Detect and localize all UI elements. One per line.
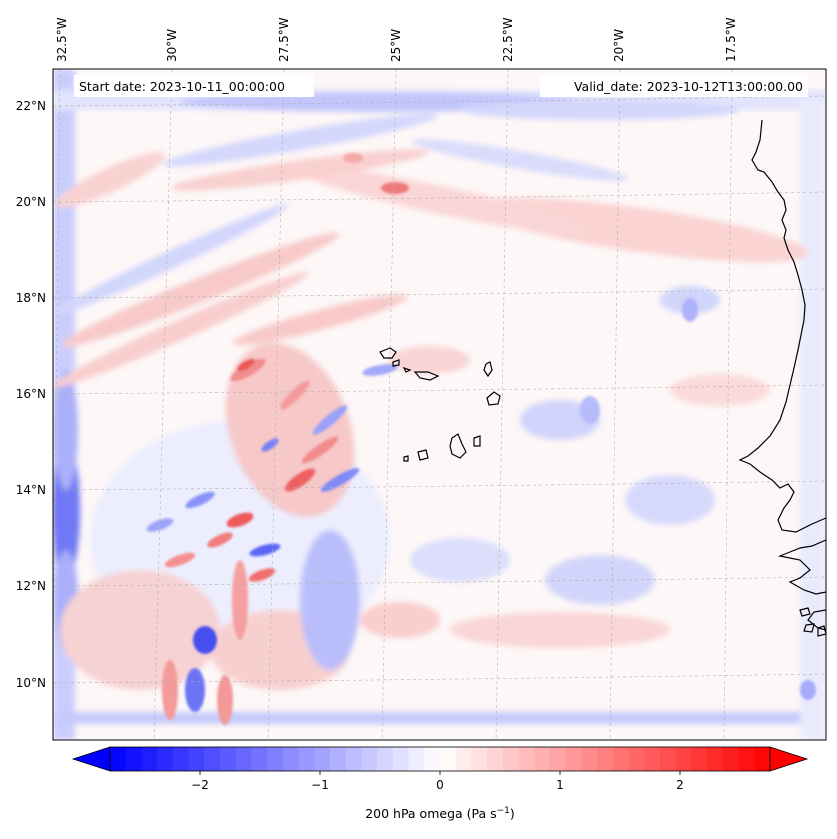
lon-label-27-5w: 27.5°W (277, 17, 291, 62)
colorbar-label: 200 hPa omega (Pa s−1) (365, 806, 515, 822)
colorbar-cell (110, 747, 127, 771)
plot-frame (52, 68, 827, 741)
colorbar-cell (172, 747, 190, 771)
gridlines (53, 69, 826, 740)
lon-label-22-5w: 22.5°W (501, 17, 515, 62)
island-sao-nicolau (413, 371, 440, 381)
colorbar-cell (455, 747, 473, 771)
coastlines (379, 119, 827, 637)
colorbar-cell (361, 747, 378, 771)
african-coastline (738, 119, 827, 533)
colorbar-cell (675, 747, 693, 771)
colorbar-tick-label: −1 (311, 778, 329, 792)
lat-label-14n: 14°N (16, 483, 46, 497)
colorbar-cell (188, 747, 205, 771)
lon-label-17-5w: 17.5°W (724, 17, 738, 62)
colorbar-tick-label: −2 (191, 778, 209, 792)
colorbar-cell (330, 747, 347, 771)
colorbar-cell (502, 747, 520, 771)
colorbar-tick-label: 0 (436, 778, 444, 792)
colorbar-cell (141, 747, 158, 771)
longitude-labels: 32.5°W 30°W 27.5°W 25°W 22.5°W 20°W 17.5… (55, 17, 738, 62)
colorbar-cell (707, 747, 724, 771)
map-panel: Start date: 2023-10-11_00:00:00 Valid_da… (16, 17, 827, 741)
colorbar-cell (534, 747, 551, 771)
omega-field-broad (53, 69, 826, 740)
senegal-coast (777, 539, 827, 595)
colorbar-cell (597, 747, 614, 771)
colorbar-extend-high (769, 746, 809, 772)
latitude-labels: 22°N 20°N 18°N 16°N 14°N 12°N 10°N (16, 99, 46, 690)
island-brava (403, 455, 409, 462)
valid-date-label: Valid_date: 2023-10-12T13:00:00.00 (574, 79, 803, 94)
colorbar-cell (157, 747, 174, 771)
omega-field-fine (146, 153, 816, 725)
colorbar-ticks: −2 −1 0 1 2 (191, 771, 684, 792)
colorbar-cell (660, 747, 677, 771)
island-fogo (417, 449, 429, 461)
island-boa-vista (486, 391, 501, 406)
colorbar-cell (267, 747, 284, 771)
start-date-box (74, 75, 314, 97)
colorbar-cell (471, 747, 488, 771)
lat-label-22n: 22°N (16, 99, 46, 113)
colorbar: −2 −1 0 1 2 (71, 746, 809, 792)
colorbar-cell (628, 747, 645, 771)
lon-label-20w: 20°W (612, 29, 626, 62)
colorbar-cell (440, 747, 457, 771)
lat-label-12n: 12°N (16, 579, 46, 593)
island-sal (483, 361, 493, 378)
lat-label-18n: 18°N (16, 291, 46, 305)
colorbar-cell (204, 747, 221, 771)
lat-label-20n: 20°N (16, 195, 46, 209)
colorbar-cell (518, 747, 535, 771)
guinea-coast (807, 609, 827, 631)
colorbar-tick-label: 2 (676, 778, 684, 792)
island-santo-antao (379, 347, 397, 359)
colorbar-cell (565, 747, 583, 771)
colorbar-cell (738, 747, 755, 771)
colorbar-cell (125, 747, 143, 771)
lon-label-30w: 30°W (165, 29, 179, 62)
colorbar-cells (110, 747, 771, 771)
colorbar-cell (345, 747, 363, 771)
colorbar-cell (581, 747, 598, 771)
colorbar-cell (644, 747, 661, 771)
colorbar-cell (424, 747, 441, 771)
colorbar-extend-low (71, 746, 111, 772)
lon-label-25w: 25°W (389, 29, 403, 62)
colorbar-cell (754, 747, 771, 771)
colorbar-cell (235, 747, 253, 771)
colorbar-cell (722, 747, 740, 771)
colorbar-cell (691, 747, 708, 771)
island-sao-vicente (392, 359, 400, 367)
colorbar-cell (251, 747, 268, 771)
lat-label-10n: 10°N (16, 676, 46, 690)
start-date-label: Start date: 2023-10-11_00:00:00 (79, 79, 285, 94)
colorbar-cell (298, 747, 315, 771)
colorbar-cell (282, 747, 300, 771)
lon-label-32-5w: 32.5°W (55, 17, 69, 62)
omega-field (53, 69, 826, 740)
colorbar-cell (377, 747, 394, 771)
colorbar-tick-label: 1 (556, 778, 564, 792)
island-santiago (449, 433, 467, 459)
lat-label-16n: 16°N (16, 387, 46, 401)
colorbar-cell (220, 747, 237, 771)
island-maio (473, 435, 481, 447)
colorbar-cell (487, 747, 504, 771)
colorbar-cell (314, 747, 331, 771)
island-santa-luzia (402, 366, 412, 373)
colorbar-cell (392, 747, 410, 771)
colorbar-cell (612, 747, 630, 771)
colorbar-cell (408, 747, 425, 771)
colorbar-cell (550, 747, 567, 771)
valid-date-box (540, 75, 808, 97)
